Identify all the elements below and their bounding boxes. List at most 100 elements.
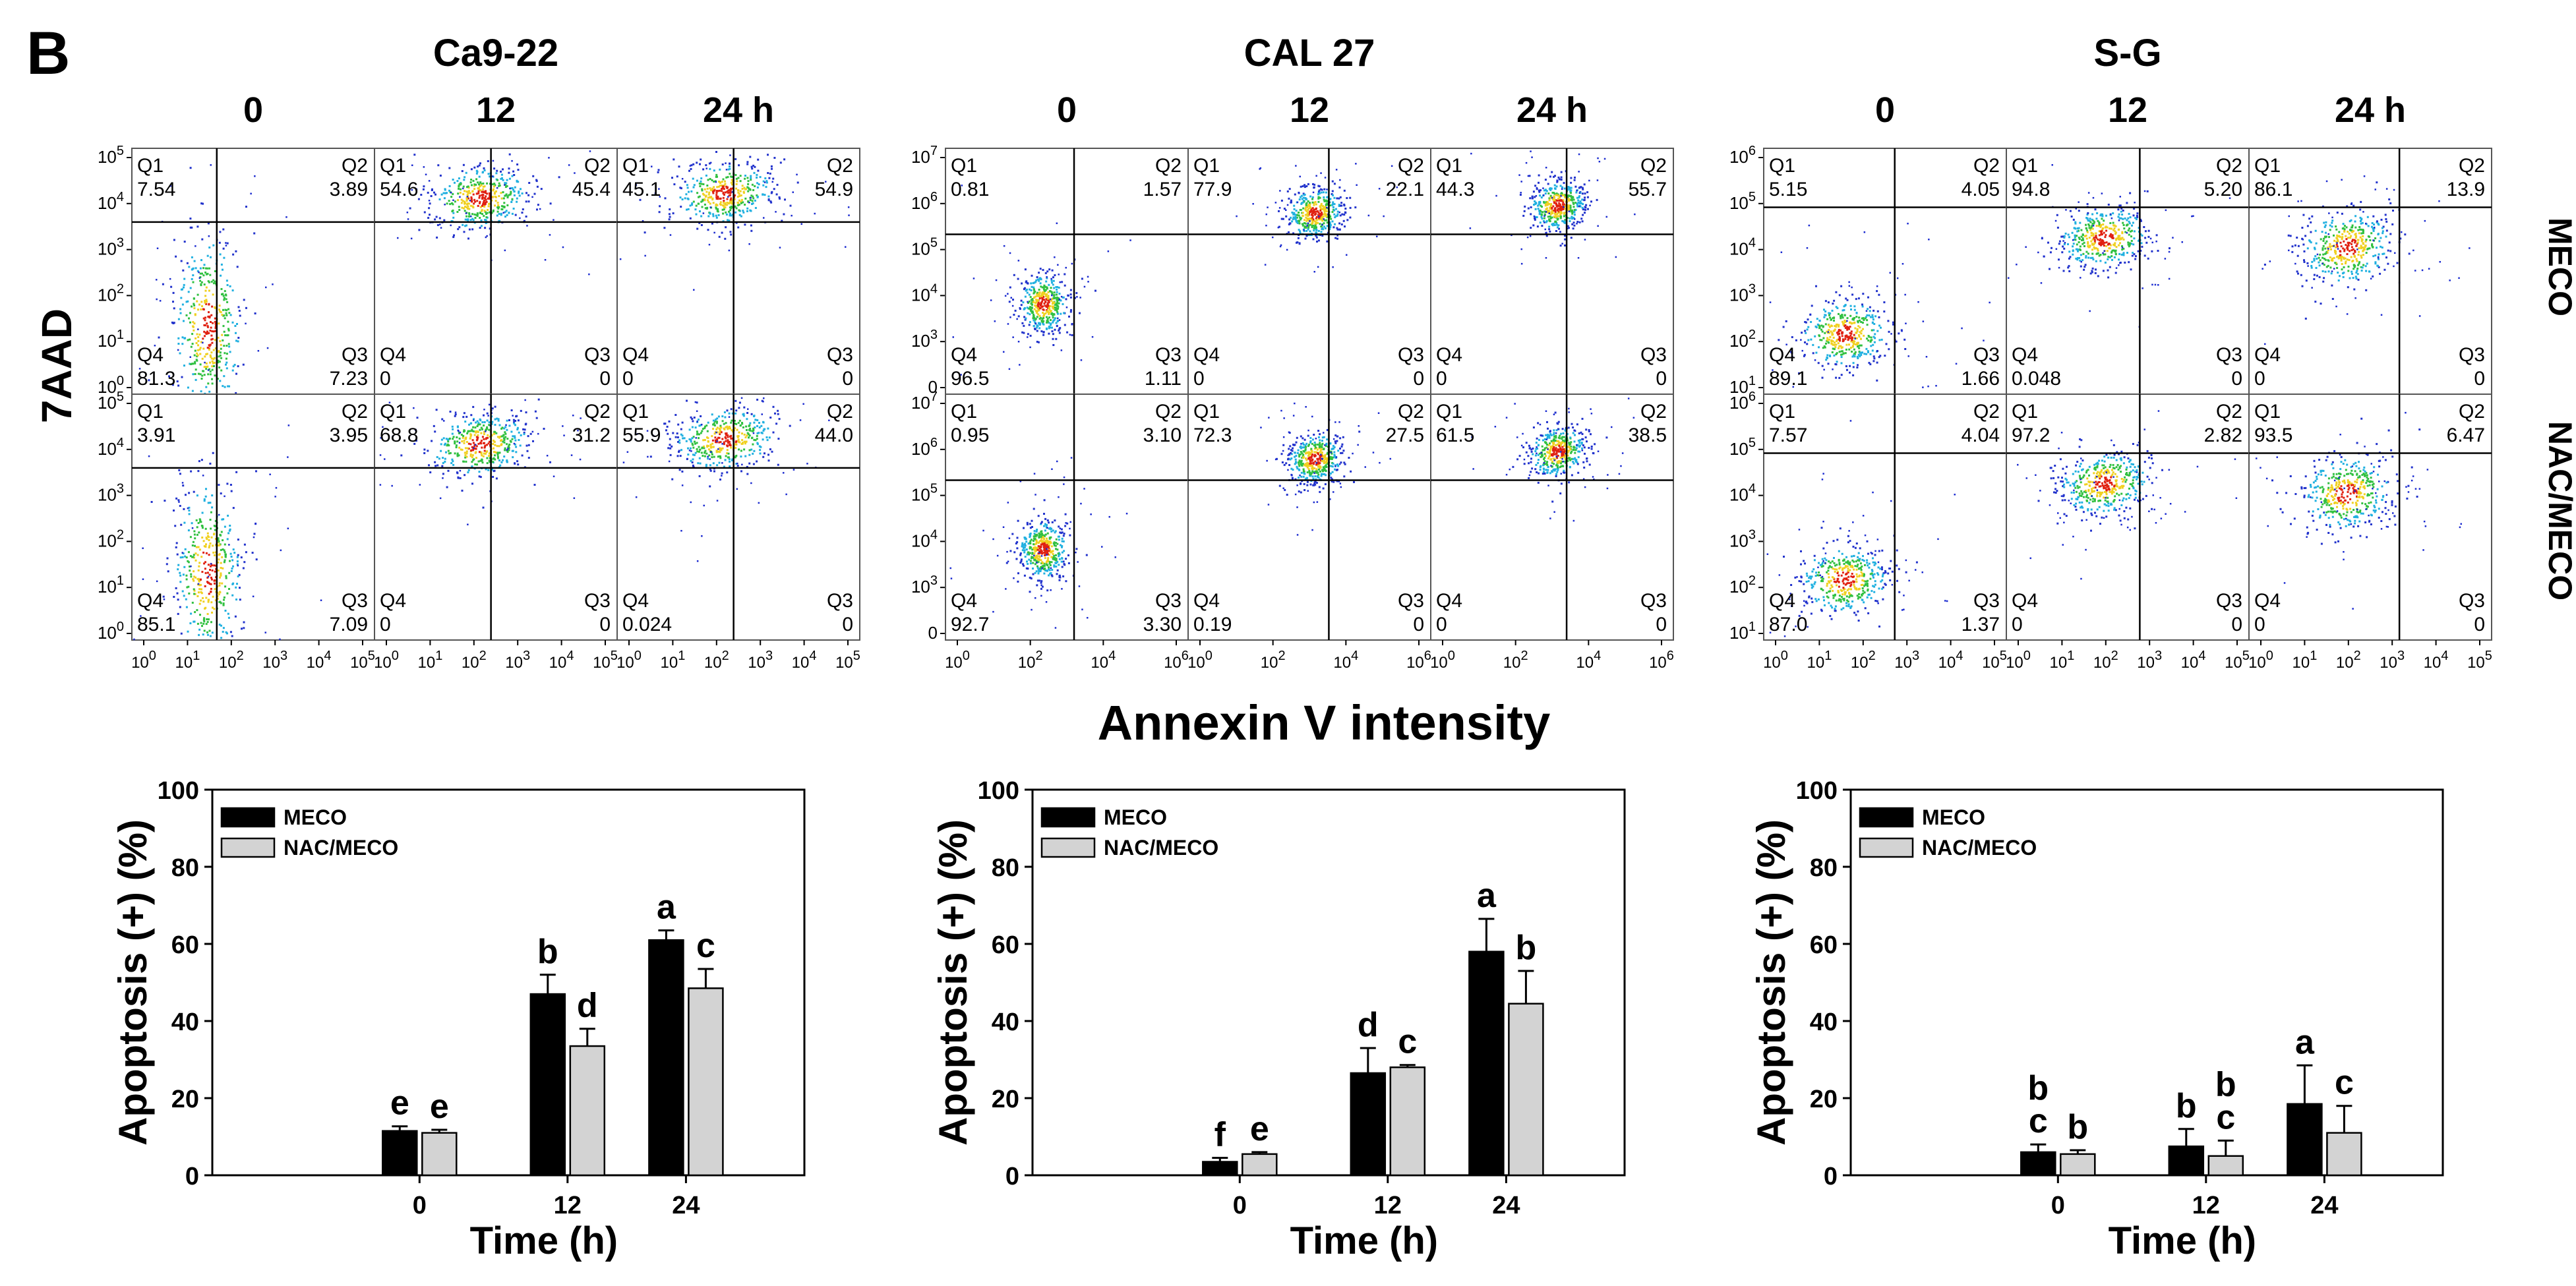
dot — [448, 189, 450, 192]
dot — [466, 202, 469, 205]
dot — [771, 450, 773, 453]
dot — [1336, 237, 1338, 240]
dot — [779, 161, 782, 164]
dot — [1048, 332, 1050, 335]
dot — [1054, 317, 1056, 320]
dot — [723, 184, 725, 187]
dot — [1551, 196, 1553, 199]
dot — [1030, 289, 1033, 291]
dot — [1571, 216, 1573, 218]
dot — [1114, 556, 1116, 558]
dot — [1522, 214, 1525, 217]
dot — [1050, 530, 1053, 533]
dot — [1551, 210, 1553, 212]
dot — [1573, 209, 1576, 211]
dot — [1537, 204, 1540, 207]
dot — [663, 227, 666, 229]
dot — [485, 219, 487, 221]
dot — [704, 452, 706, 454]
dot — [500, 212, 502, 215]
dot — [1307, 183, 1309, 185]
dot — [1033, 552, 1036, 555]
dot — [227, 612, 229, 615]
dot — [225, 577, 227, 579]
dot — [482, 171, 484, 173]
dot — [725, 169, 728, 171]
dot — [1044, 544, 1046, 546]
dot — [182, 552, 185, 555]
dot — [1383, 215, 1385, 218]
dot — [465, 460, 467, 463]
dot — [727, 186, 729, 189]
dot — [266, 347, 269, 349]
dot — [770, 192, 773, 194]
dot — [738, 204, 740, 206]
dot — [719, 449, 721, 452]
dot — [952, 336, 954, 338]
dot — [219, 340, 222, 343]
dot — [1016, 318, 1018, 320]
dot — [695, 437, 697, 439]
dot — [703, 504, 705, 507]
dot — [744, 223, 746, 226]
dot — [1034, 563, 1036, 566]
dot — [199, 267, 202, 270]
dot — [713, 181, 715, 183]
dot — [1578, 192, 1581, 194]
dot — [778, 196, 781, 198]
dot — [743, 448, 746, 451]
dot — [1315, 210, 1318, 213]
dot — [176, 553, 179, 556]
dot — [527, 200, 530, 203]
dot — [1022, 301, 1025, 304]
dot — [1290, 453, 1293, 455]
dot — [762, 401, 764, 403]
dot — [671, 478, 674, 481]
dot — [212, 358, 215, 361]
dot — [1033, 557, 1035, 560]
dot — [691, 461, 694, 463]
dot — [1344, 212, 1347, 214]
dot — [1548, 199, 1551, 202]
flow-plot-frame — [945, 148, 1189, 395]
dot — [1048, 322, 1050, 324]
dot — [1046, 270, 1049, 273]
dot — [496, 452, 499, 455]
dot — [225, 309, 228, 312]
y-tick-label: 0 — [928, 623, 938, 643]
dot — [483, 452, 485, 455]
dot — [1056, 460, 1058, 463]
dot — [1564, 244, 1566, 247]
dot — [206, 272, 209, 275]
dot — [696, 432, 699, 435]
dot — [191, 363, 194, 365]
dot — [464, 206, 466, 208]
dot — [1038, 550, 1041, 552]
dot — [484, 446, 486, 448]
dot — [709, 485, 711, 488]
dot — [1075, 548, 1078, 550]
dot — [1236, 215, 1238, 218]
dot — [236, 560, 239, 563]
dot — [1313, 183, 1316, 186]
dot — [480, 183, 483, 185]
quadrant-label-q1: Q1 — [1193, 155, 1220, 177]
dot — [748, 424, 751, 426]
dot — [520, 409, 522, 412]
dot — [1062, 303, 1064, 305]
dot — [1523, 210, 1526, 212]
dot — [218, 584, 221, 587]
dot — [1286, 204, 1289, 206]
dot — [1053, 544, 1056, 546]
dot — [493, 451, 495, 453]
dot — [743, 187, 746, 189]
dot — [413, 407, 415, 409]
dot — [187, 551, 190, 554]
dot — [1050, 528, 1052, 531]
dot — [469, 204, 472, 207]
dot — [750, 224, 752, 227]
dot — [751, 167, 754, 170]
dot — [177, 499, 180, 502]
dot — [728, 412, 731, 415]
dot — [1563, 187, 1566, 190]
